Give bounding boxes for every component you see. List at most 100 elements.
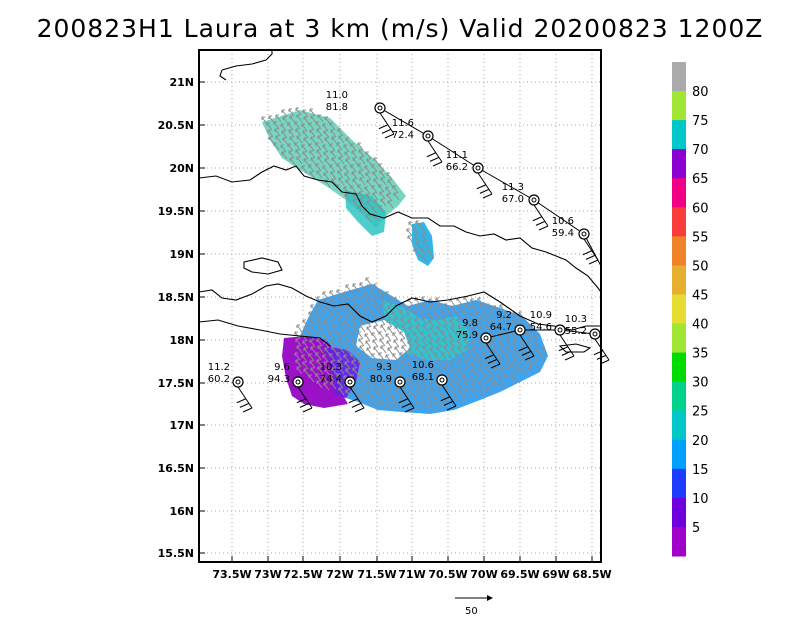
wind-vector (478, 388, 485, 397)
station-circle (554, 324, 566, 336)
wind-vector-head (316, 296, 320, 300)
wind-vector (455, 395, 462, 404)
wind-vector (323, 151, 330, 160)
wind-vector (329, 353, 336, 362)
wind-vector (400, 338, 407, 347)
wind-vector-head (457, 304, 461, 308)
wind-vector (478, 304, 485, 313)
wind-vector (352, 346, 359, 355)
wind-vector (282, 137, 289, 146)
wind-vector-head (345, 158, 349, 162)
wind-vector-head (393, 339, 397, 343)
wind-vector (309, 150, 316, 159)
wind-vector (322, 333, 329, 342)
wind-vector (394, 367, 401, 376)
wind-vector-head (378, 184, 382, 188)
wind-vector (385, 375, 392, 384)
wind-vector (337, 338, 344, 347)
wind-vector-head (323, 298, 327, 302)
wind-vector (267, 129, 274, 138)
wind-vector-head (345, 179, 349, 183)
wind-vector (387, 305, 394, 314)
wind-vector (358, 170, 365, 179)
wind-vector (303, 158, 310, 167)
wind-vector (420, 226, 427, 235)
wind-vector (365, 319, 372, 328)
wind-vector-head (364, 396, 368, 400)
wind-vector (350, 164, 357, 173)
wind-vector (469, 375, 476, 384)
wind-vector-head (366, 200, 370, 204)
wind-vector (490, 375, 497, 384)
wind-vector-head (358, 149, 362, 153)
wind-vector-head (378, 289, 382, 293)
wind-vector-head (400, 338, 404, 342)
wind-vector-head (308, 164, 312, 168)
wind-vector-head (457, 388, 461, 392)
wind-vector-head (350, 311, 354, 315)
lon-tick-label: 73.5W (212, 568, 251, 581)
wind-vector-head (330, 297, 334, 301)
wind-vector (379, 401, 386, 410)
wind-vector-head (448, 354, 452, 358)
wind-vector (337, 128, 344, 137)
wind-vector-head (308, 143, 312, 147)
wind-vector (471, 305, 478, 314)
reference-vector-label: 50 (465, 606, 478, 617)
wind-vector-head (294, 352, 298, 356)
wind-vector (371, 164, 378, 173)
wind-vector-head (336, 163, 340, 167)
wind-vector-head (364, 165, 368, 169)
wind-vector-head (421, 380, 425, 384)
wind-vector (399, 310, 406, 319)
wind-vector (352, 367, 359, 376)
colorbar-tick-label: 15 (692, 463, 709, 478)
wind-vector (385, 354, 392, 363)
wind-vector-head (422, 324, 426, 328)
wind-vector-head (519, 318, 523, 322)
wind-barb-flag (401, 402, 412, 408)
wind-vector-head (351, 360, 355, 364)
wind-vector-head (322, 165, 326, 169)
wind-vector (414, 234, 421, 243)
wind-vector (352, 325, 359, 334)
wind-vector-head (406, 312, 410, 316)
wind-vector (519, 360, 526, 369)
wind-vector-head (392, 353, 396, 357)
wind-vector (316, 380, 323, 389)
wind-vector (463, 380, 470, 389)
wind-vector (302, 130, 309, 139)
wind-vector-head (527, 324, 531, 328)
wind-vector (296, 324, 303, 333)
wind-vector (345, 179, 352, 188)
wind-vector (513, 368, 520, 377)
wind-vector-head (476, 311, 480, 315)
wind-vector (408, 368, 415, 377)
wind-vector (309, 171, 316, 180)
wind-vector (352, 388, 359, 397)
wind-vector (330, 150, 337, 159)
wind-vector-head (449, 319, 453, 323)
wind-vector-head (415, 388, 419, 392)
wind-vector-head (329, 332, 333, 336)
wind-vector-head (365, 277, 369, 281)
wind-vector (407, 340, 414, 349)
colorbar-swatch (672, 468, 686, 499)
wind-vector (371, 206, 378, 215)
wind-vector (345, 284, 352, 293)
wind-vector-head (364, 375, 368, 379)
colorbar-swatch (672, 265, 686, 295)
station-marker: 9.875.9 (456, 318, 501, 369)
wind-vector-head (331, 346, 335, 350)
wind-vector-head (358, 317, 362, 321)
wind-vector-head (392, 374, 396, 378)
wind-barb-flag (561, 350, 572, 356)
wind-vector-head (441, 310, 445, 314)
wind-vector-head (491, 340, 495, 344)
wind-vector (464, 366, 471, 375)
wind-vector (428, 403, 435, 412)
wind-vector-head (414, 381, 418, 385)
wind-vector-head (427, 312, 431, 316)
wind-vector (386, 361, 393, 370)
wind-vector-head (310, 346, 314, 350)
